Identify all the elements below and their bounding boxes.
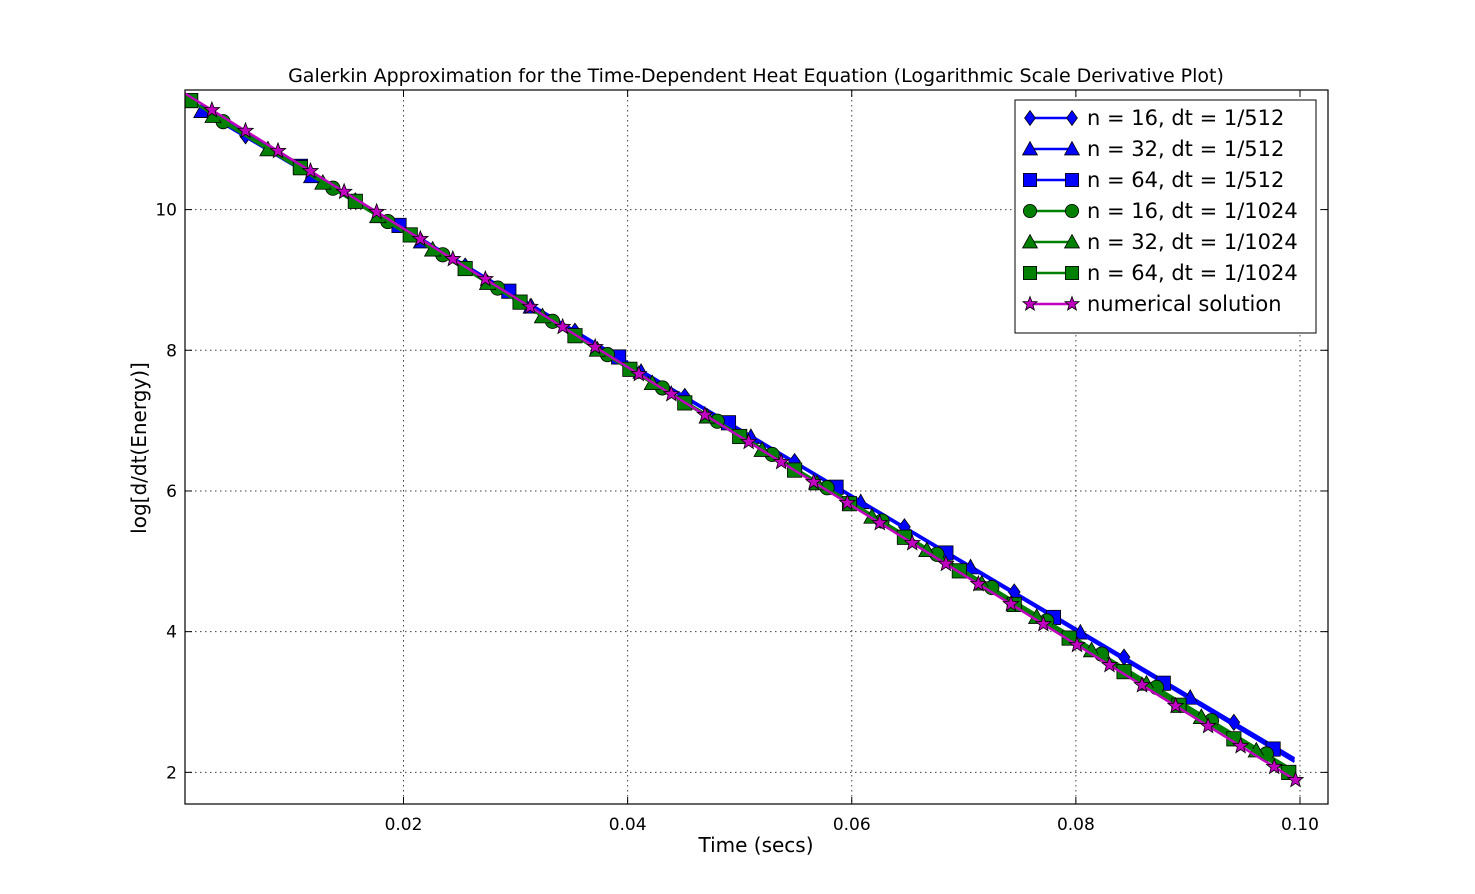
data-point-star xyxy=(903,533,922,551)
data-point-star xyxy=(1265,757,1283,775)
data-point-triangle xyxy=(1021,140,1039,156)
legend-item: n = 16, dt = 1/512 xyxy=(1024,106,1284,130)
x-tick-label: 0.06 xyxy=(833,815,871,835)
axis-ticks xyxy=(185,90,1328,804)
legend-label: n = 16, dt = 1/512 xyxy=(1087,106,1284,130)
data-point-star xyxy=(1021,295,1039,311)
data-point-star xyxy=(1002,594,1020,612)
legend-label: n = 64, dt = 1/1024 xyxy=(1087,261,1298,285)
tick-labels: 0.02 0.04 0.06 0.08 0.10 2 4 6 8 10 xyxy=(155,201,1319,835)
x-tick-label: 0.10 xyxy=(1281,815,1319,835)
data-point-star xyxy=(335,182,353,200)
data-point-circle xyxy=(1023,203,1038,218)
data-point-star xyxy=(1199,716,1217,734)
data-point-star xyxy=(739,432,758,450)
data-point-star xyxy=(1286,770,1305,788)
data-point-star xyxy=(476,269,495,287)
series-layer xyxy=(185,91,1305,788)
data-point-star xyxy=(772,452,790,470)
legend-item: n = 64, dt = 1/1024 xyxy=(1023,261,1298,285)
data-point-square xyxy=(292,160,308,176)
data-point-star xyxy=(1166,696,1185,714)
data-point-diamond xyxy=(1024,109,1036,127)
series-7 xyxy=(185,91,1305,788)
y-axis-label: log[d/dt(Energy)] xyxy=(127,362,151,534)
data-point-square xyxy=(1065,172,1080,187)
data-point-triangle xyxy=(1063,140,1081,156)
data-point-star xyxy=(301,161,320,179)
data-point-star xyxy=(804,472,823,490)
data-point-square xyxy=(1065,265,1080,280)
legend-label: n = 64, dt = 1/512 xyxy=(1087,168,1284,192)
y-tick-label: 4 xyxy=(166,623,177,643)
data-point-star xyxy=(236,121,255,139)
legend-label: n = 32, dt = 1/1024 xyxy=(1087,230,1298,254)
data-point-circle xyxy=(1065,203,1080,218)
data-point-star xyxy=(444,249,462,267)
legend-item: n = 32, dt = 1/512 xyxy=(1021,137,1284,161)
data-point-star xyxy=(1068,635,1086,653)
data-point-star xyxy=(586,337,604,355)
data-point-star xyxy=(203,100,221,118)
data-point-star xyxy=(1034,614,1053,632)
data-point-square xyxy=(1023,172,1038,187)
legend-label: n = 16, dt = 1/1024 xyxy=(1087,199,1298,223)
data-point-star xyxy=(1100,655,1119,673)
legend-label: numerical solution xyxy=(1087,292,1282,316)
x-tick-label: 0.04 xyxy=(609,815,647,835)
y-tick-label: 6 xyxy=(166,482,177,502)
data-point-square xyxy=(1023,265,1038,280)
x-tick-label: 0.02 xyxy=(385,815,423,835)
grid xyxy=(185,90,1328,804)
data-point-triangle xyxy=(1063,233,1081,249)
data-point-star xyxy=(662,384,681,402)
legend-box xyxy=(1014,99,1317,334)
data-point-star xyxy=(630,364,648,382)
data-point-star xyxy=(367,202,386,220)
data-point-diamond xyxy=(1066,109,1078,127)
data-point-star xyxy=(1063,295,1081,311)
data-point-star xyxy=(696,405,714,423)
data-point-star xyxy=(871,513,889,531)
data-point-star xyxy=(411,229,430,247)
y-tick-label: 8 xyxy=(166,341,177,361)
x-axis-label: Time (secs) xyxy=(697,833,813,857)
data-point-star xyxy=(1133,675,1151,693)
data-point-triangle xyxy=(1021,233,1039,249)
y-tick-label: 2 xyxy=(166,763,177,783)
data-point-star xyxy=(969,574,988,592)
data-point-star xyxy=(937,554,955,572)
data-point-star xyxy=(521,297,539,315)
plot-frame xyxy=(184,89,1329,805)
legend-item: n = 16, dt = 1/1024 xyxy=(1023,199,1298,223)
x-tick-label: 0.08 xyxy=(1057,815,1095,835)
data-point-star xyxy=(269,141,287,159)
legend-item: n = 64, dt = 1/512 xyxy=(1023,168,1284,192)
chart-title: Galerkin Approximation for the Time-Depe… xyxy=(288,65,1224,87)
legend: n = 16, dt = 1/512 n = 32, dt = 1/512 n = … xyxy=(1014,99,1317,334)
legend-item: n = 32, dt = 1/1024 xyxy=(1021,230,1298,254)
data-point-star xyxy=(838,493,857,511)
y-tick-label: 10 xyxy=(155,201,177,221)
legend-item: numerical solution xyxy=(1021,292,1282,316)
data-point-star xyxy=(553,317,572,335)
legend-label: n = 32, dt = 1/512 xyxy=(1087,137,1284,161)
data-point-star xyxy=(1231,736,1250,754)
